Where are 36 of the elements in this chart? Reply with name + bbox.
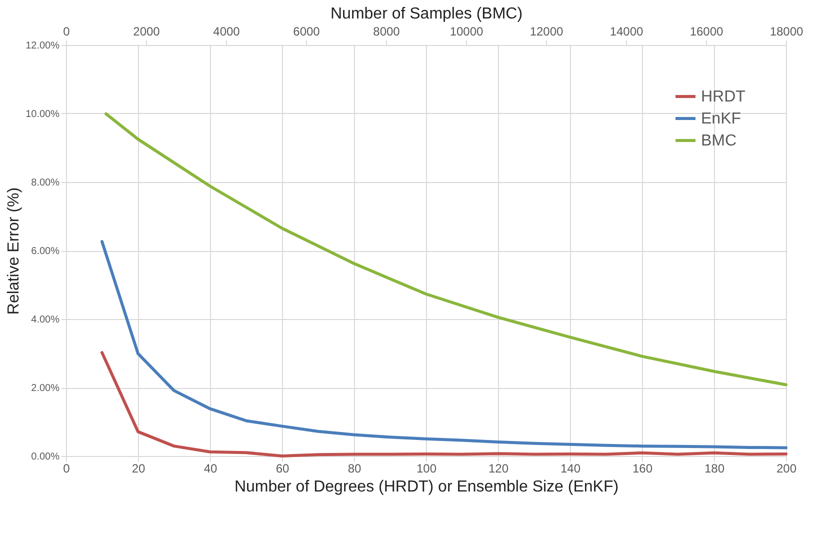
x2-tick-label: 18000 <box>770 24 804 38</box>
x2-tick-label: 14000 <box>610 24 644 38</box>
x2-tick-label: 8000 <box>373 24 400 38</box>
x2-tick-label: 0 <box>63 24 70 38</box>
y-tick-label: 4.00% <box>31 314 60 326</box>
legend-label: EnKF <box>701 110 742 128</box>
x-tick-label: 0 <box>63 462 70 476</box>
x2-tick-label: 12000 <box>530 24 564 38</box>
y-tick-label: 6.00% <box>31 246 60 257</box>
x-tick-label: 100 <box>416 462 437 476</box>
legend-label: HRDT <box>701 88 746 106</box>
x2-tick-label: 16000 <box>690 24 724 38</box>
y-tick-label: 12.00% <box>26 40 60 52</box>
line-series <box>100 240 788 450</box>
y-tick-label: 8.00% <box>31 178 60 188</box>
y-tick-label: 0.00% <box>31 452 60 462</box>
x2-tick-label: 2000 <box>133 24 160 38</box>
x2-axis-title: Number of Samples (BMC) <box>330 6 523 22</box>
y-tick-label: 2.00% <box>31 383 60 394</box>
x2-tick-label: 6000 <box>293 24 320 38</box>
x-tick-label: 200 <box>776 462 797 476</box>
x-axis-title: Number of Degrees (HRDT) or Ensemble Size (EnKF) <box>234 478 619 496</box>
x-tick-label: 20 <box>132 462 146 476</box>
x2-tick-label: 4000 <box>213 24 240 38</box>
x-tick-label: 80 <box>348 462 362 476</box>
x2-tick-label: 10000 <box>450 24 484 38</box>
line-series <box>100 351 788 458</box>
x-tick-label: 40 <box>204 462 218 476</box>
legend-label: BMC <box>701 132 737 150</box>
x-tick-label: 120 <box>488 462 509 476</box>
x-tick-label: 140 <box>560 462 581 476</box>
y-tick-label: 10.00% <box>26 109 60 120</box>
x-tick-label: 160 <box>632 462 653 476</box>
y-axis-title: Relative Error (%) <box>6 187 23 315</box>
x-tick-label: 60 <box>276 462 290 476</box>
x-tick-label: 180 <box>704 462 725 476</box>
